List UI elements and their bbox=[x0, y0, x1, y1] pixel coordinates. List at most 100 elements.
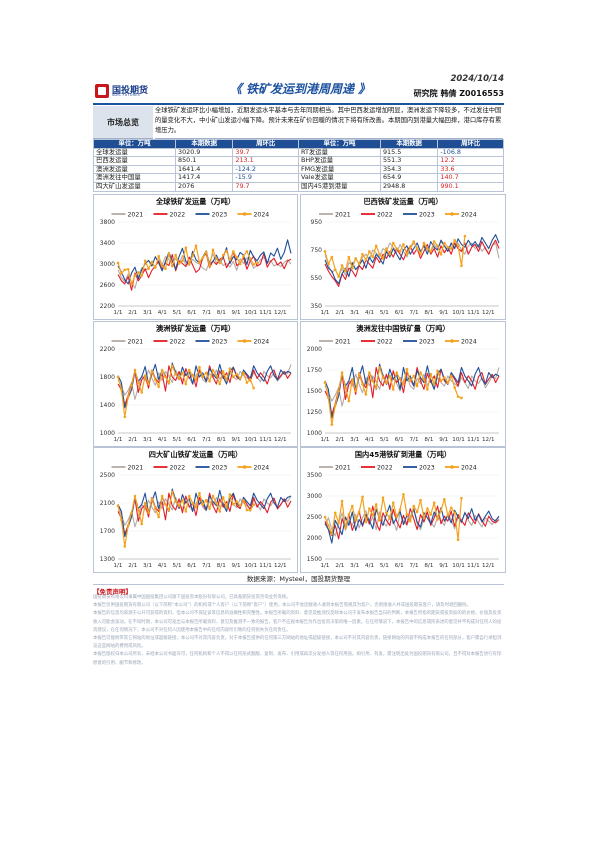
legend-label-2021: 2021 bbox=[128, 338, 144, 345]
series-point-2024 bbox=[395, 515, 398, 519]
series-point-2024 bbox=[422, 241, 426, 245]
series-point-2024 bbox=[130, 283, 133, 286]
legend-label-2023: 2023 bbox=[212, 464, 228, 471]
series-point-2024 bbox=[446, 381, 450, 384]
x-tick-label: 6/1 bbox=[187, 563, 196, 569]
legend-label-2022: 2022 bbox=[377, 464, 393, 471]
series-point-2024 bbox=[449, 247, 453, 250]
table-cell-label: 巴西发运量 bbox=[93, 156, 176, 166]
series-point-2024 bbox=[330, 532, 334, 536]
table-cell-change: 12.2 bbox=[437, 156, 504, 166]
series-point-2024 bbox=[157, 515, 161, 519]
series-point-2024 bbox=[388, 517, 392, 520]
series-point-2024 bbox=[381, 376, 385, 379]
series-point-2024 bbox=[215, 374, 218, 377]
series-point-2024 bbox=[194, 505, 198, 509]
legend-marker-2024 bbox=[450, 465, 454, 469]
series-point-2024 bbox=[426, 507, 429, 510]
x-tick-label: 5/1 bbox=[173, 437, 182, 443]
series-point-2024 bbox=[436, 518, 439, 521]
x-tick-label: 3/1 bbox=[350, 437, 359, 443]
disclaimer-text: 国投期货有限公司隶属中国国投集团公司旗下国投资本股份有限公司，已具备期货投资咨询… bbox=[93, 594, 504, 668]
series-point-2024 bbox=[255, 261, 259, 265]
series-point-2024 bbox=[160, 368, 164, 372]
y-tick-label: 3400 bbox=[100, 240, 115, 247]
series-point-2024 bbox=[340, 264, 344, 267]
x-tick-label: 9/1 bbox=[232, 310, 241, 316]
series-point-2024 bbox=[187, 494, 191, 498]
x-tick-label: 1/1 bbox=[113, 437, 122, 443]
series-point-2024 bbox=[337, 275, 340, 278]
series-point-2024 bbox=[347, 399, 351, 403]
series-point-2024 bbox=[191, 254, 194, 257]
series-point-2024 bbox=[402, 382, 405, 386]
y-tick-label: 750 bbox=[311, 247, 323, 254]
series-point-2024 bbox=[143, 501, 147, 505]
x-tick-label: 12/1 bbox=[274, 563, 287, 569]
series-point-2024 bbox=[378, 366, 381, 369]
series-point-2024 bbox=[361, 252, 364, 256]
y-tick-label: 2200 bbox=[100, 303, 115, 310]
series-point-2024 bbox=[140, 274, 144, 277]
series-point-2024 bbox=[357, 510, 361, 514]
chart-title: 澳洲发往中国铁矿量（万吨） bbox=[356, 324, 450, 333]
y-tick-label: 3800 bbox=[100, 219, 115, 226]
series-point-2024 bbox=[422, 516, 426, 520]
series-point-2024 bbox=[116, 375, 120, 379]
series-point-2024 bbox=[181, 371, 184, 375]
x-tick-label: 6/1 bbox=[187, 437, 196, 443]
series-point-2024 bbox=[228, 493, 232, 496]
series-point-2024 bbox=[215, 257, 218, 261]
series-point-2024 bbox=[385, 511, 388, 515]
x-tick-label: 8/1 bbox=[424, 310, 433, 316]
series-point-2024 bbox=[181, 259, 184, 263]
y-tick-label: 1500 bbox=[307, 388, 322, 395]
x-tick-label: 10/1 bbox=[245, 310, 258, 316]
series-point-2024 bbox=[426, 247, 429, 250]
x-tick-label: 12/1 bbox=[482, 437, 495, 443]
x-tick-label: 11/1 bbox=[259, 437, 272, 443]
series-point-2024 bbox=[242, 254, 245, 258]
x-tick-label: 1/1 bbox=[320, 563, 329, 569]
table-header-cell: 本期数据 bbox=[174, 139, 234, 149]
series-point-2024 bbox=[432, 382, 436, 386]
series-point-2024 bbox=[460, 396, 463, 400]
series-point-2024 bbox=[419, 498, 422, 502]
x-tick-label: 2/1 bbox=[128, 437, 137, 443]
x-tick-label: 5/1 bbox=[380, 437, 389, 443]
series-point-2024 bbox=[238, 262, 242, 266]
series-point-2024 bbox=[385, 381, 388, 384]
chart-panel-australia: 澳洲铁矿发运量（万吨） 2021 2022 2023 2024 1000 1400 1800 2… bbox=[93, 321, 298, 447]
series-point-2024 bbox=[446, 245, 450, 249]
series-line-2024 bbox=[324, 235, 466, 278]
series-point-2024 bbox=[116, 504, 120, 508]
table-header-cell: 本期数据 bbox=[379, 139, 439, 149]
chart-panel-australia-china: 澳洲发往中国铁矿量（万吨） 2021 2022 2023 2024 1000 1250 150… bbox=[300, 321, 506, 447]
series-point-2024 bbox=[211, 368, 215, 372]
series-point-2024 bbox=[402, 243, 405, 246]
series-point-2024 bbox=[371, 255, 375, 259]
report-title: 《 铁矿发运到港周周递 》 bbox=[229, 82, 371, 96]
series-point-2024 bbox=[327, 524, 330, 527]
table-cell-change: 990.1 bbox=[437, 181, 504, 192]
table-body: 全球发运量 3020.9 39.7 RT发运量 915.5 -106.8 巴西发运量 850.… bbox=[93, 147, 504, 192]
report-author: 研究院 韩倩 Z0016553 bbox=[413, 89, 504, 98]
series-point-2024 bbox=[150, 370, 154, 373]
series-point-2024 bbox=[252, 386, 255, 390]
series-point-2024 bbox=[436, 369, 439, 373]
series-point-2024 bbox=[211, 248, 215, 252]
series-point-2024 bbox=[347, 255, 351, 259]
series-point-2024 bbox=[443, 241, 446, 245]
legend-label-2023: 2023 bbox=[419, 338, 435, 345]
x-tick-label: 8/1 bbox=[217, 310, 226, 316]
series-point-2024 bbox=[460, 496, 463, 500]
series-point-2024 bbox=[140, 522, 144, 526]
y-tick-label: 950 bbox=[311, 219, 323, 226]
legend-label-2023: 2023 bbox=[212, 211, 228, 218]
chart-panel-port-arrivals: 国内45港铁矿到港量（万吨） 2021 2022 2023 2024 1500 2000 25… bbox=[300, 447, 506, 573]
legend-label-2022: 2022 bbox=[377, 338, 393, 345]
series-point-2024 bbox=[191, 501, 194, 505]
x-tick-label: 6/1 bbox=[187, 310, 196, 316]
series-point-2024 bbox=[157, 385, 161, 389]
series-point-2024 bbox=[453, 386, 456, 389]
